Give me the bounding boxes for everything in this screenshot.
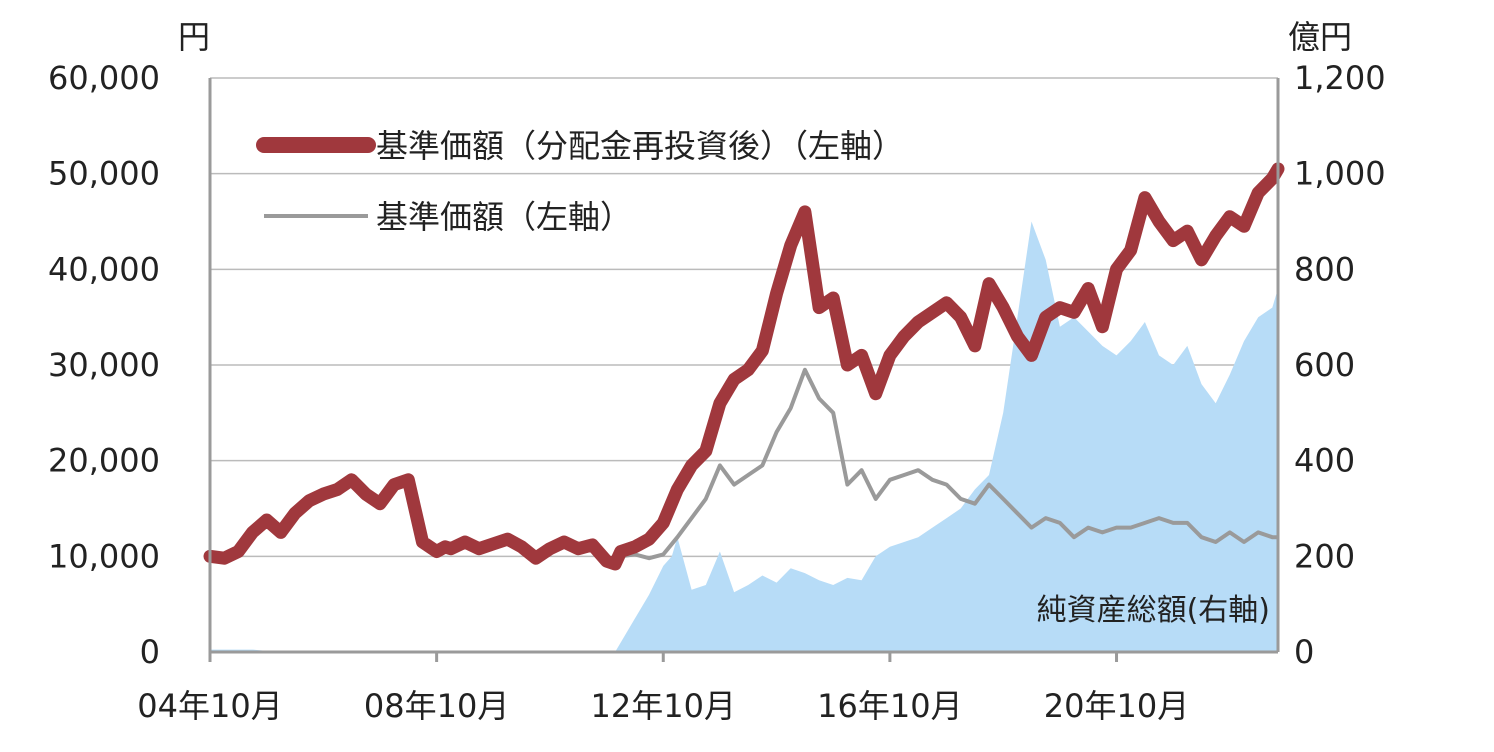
left-tick-label: 10,000 [48,537,160,575]
x-tick-label: 12年10月 [591,687,736,725]
right-tick-label: 1,000 [1294,155,1386,193]
right-tick-label: 400 [1294,442,1355,480]
left-axis-unit: 円 [178,18,210,56]
legend-label-nav: 基準価額（左軸） [376,198,632,236]
right-tick-label: 0 [1294,633,1314,671]
legend: 基準価額（分配金再投資後）（左軸） 基準価額（左軸） [256,127,904,236]
x-tick-label: 16年10月 [817,687,962,725]
left-axis-ticks: 0 10,000 20,000 30,000 40,000 50,000 60,000 [48,59,160,671]
left-tick-label: 20,000 [48,442,160,480]
net-assets-area [210,221,1278,652]
right-axis-unit: 億円 [1288,18,1352,56]
x-tick-label: 08年10月 [364,687,509,725]
left-tick-label: 60,000 [48,59,160,97]
right-tick-label: 800 [1294,250,1355,288]
x-tick-label: 04年10月 [137,687,282,725]
right-tick-label: 1,200 [1294,59,1386,97]
net-assets-label: 純資産総額(右軸) [1037,593,1270,628]
right-tick-label: 600 [1294,346,1355,384]
right-tick-label: 200 [1294,537,1355,575]
left-tick-label: 30,000 [48,346,160,384]
x-axis-ticks: 04年10月 08年10月 12年10月 16年10月 20年10月 [137,652,1189,725]
reinvested-nav-line [203,162,1285,571]
left-tick-label: 0 [140,633,160,671]
legend-label-reinvested: 基準価額（分配金再投資後）（左軸） [376,127,904,165]
left-tick-label: 50,000 [48,155,160,193]
left-tick-label: 40,000 [48,250,160,288]
axes [208,78,1280,654]
right-axis-ticks: 0 200 400 600 800 1,000 1,200 [1294,59,1386,671]
x-tick-label: 20年10月 [1044,687,1189,725]
